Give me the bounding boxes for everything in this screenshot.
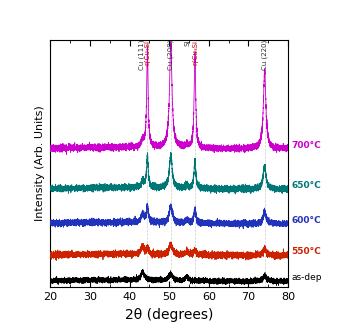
Text: 550°C: 550°C [291,248,321,256]
Y-axis label: Intensity (Arb. Units): Intensity (Arb. Units) [35,106,45,221]
Text: Cu (111): Cu (111) [139,40,145,70]
Text: 600°C: 600°C [291,216,321,225]
Text: as-dep: as-dep [291,273,322,282]
X-axis label: 2θ (degrees): 2θ (degrees) [125,308,213,321]
Text: η’Cu₃Si: η’Cu₃Si [144,40,150,65]
Text: η’Cu₃Si: η’Cu₃Si [192,40,198,65]
Text: Cu (200): Cu (200) [167,40,174,70]
Text: Cu (220): Cu (220) [261,40,268,70]
Text: Si: Si [184,40,190,46]
Text: 700°C: 700°C [291,141,321,150]
Text: 650°C: 650°C [291,181,321,190]
